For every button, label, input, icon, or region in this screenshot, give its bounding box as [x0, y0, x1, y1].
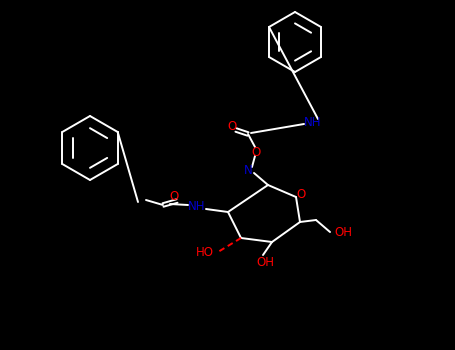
- Text: OH: OH: [256, 257, 274, 270]
- Text: NH: NH: [188, 201, 206, 214]
- Text: O: O: [169, 189, 179, 203]
- Text: N: N: [243, 163, 253, 176]
- Text: OH: OH: [334, 225, 352, 238]
- Text: O: O: [228, 119, 237, 133]
- Text: NH: NH: [304, 116, 322, 128]
- Text: O: O: [296, 189, 306, 202]
- Text: HO: HO: [196, 245, 214, 259]
- Text: O: O: [251, 146, 261, 159]
